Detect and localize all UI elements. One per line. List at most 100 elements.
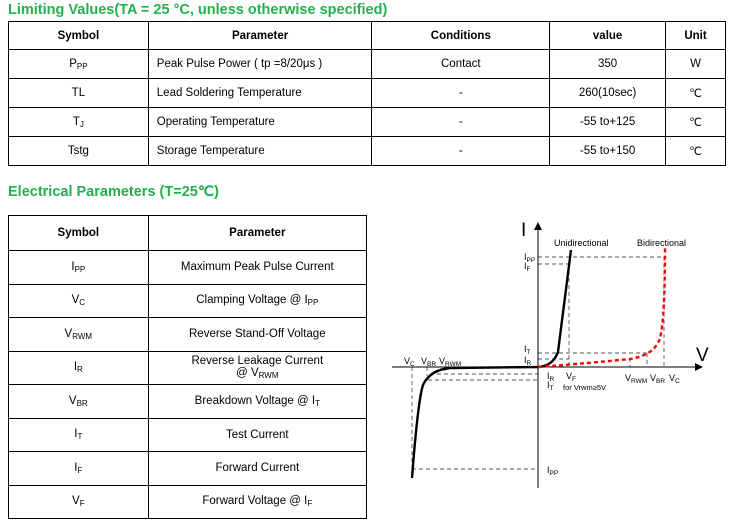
vrwm-note: for Vrwm≥5V [563, 383, 606, 392]
conditions-cell: - [371, 107, 551, 137]
bidirectional-label: Bidirectional [637, 238, 686, 248]
table-row: VRWM Reverse Stand-Off Voltage [8, 317, 368, 352]
header-symbol: Symbol [8, 21, 149, 50]
unidirectional-label: Unidirectional [554, 238, 609, 248]
symbol-cell: TJ [8, 107, 149, 137]
it-left-label: IT [524, 344, 531, 356]
symbol-subscript: R [77, 365, 83, 375]
parameter-cell: Clamping Voltage @ IPP [147, 283, 368, 318]
symbol-main: V [71, 294, 80, 307]
unit-cell: W [665, 49, 726, 79]
header-symbol: Symbol [8, 215, 149, 251]
table-row: IPP Maximum Peak Pulse Current [8, 250, 368, 285]
vrwm-left-label: VRWM [439, 356, 461, 368]
symbol-main: I [73, 361, 78, 374]
symbol-cell: IPP [8, 250, 149, 285]
symbol-main: Tstg [67, 145, 89, 157]
symbol-subscript: PP [76, 61, 88, 71]
electrical-parameters-table: Symbol Parameter IPP Maximum Peak Pulse C… [8, 215, 368, 519]
parameter-text: Breakdown Voltage @ [194, 394, 312, 407]
symbol-cell: VC [8, 283, 149, 318]
table-header-row: Symbol Parameter [8, 215, 368, 251]
symbol-subscript: J [79, 119, 84, 129]
axis-v-label: V [696, 345, 709, 366]
vrwm-right-label: VRWM [625, 373, 647, 385]
conditions-cell: - [371, 136, 551, 166]
symbol-cell: IF [8, 451, 149, 486]
table-row: IR Reverse Leakage Current @ VRWM [8, 350, 368, 385]
symbol-cell: TL [8, 78, 149, 108]
unit-cell: ℃ [665, 136, 726, 166]
vc-left-label: VC [404, 356, 415, 368]
symbol-cell: VRWM [8, 317, 149, 352]
parameter-text: Forward Voltage @ [202, 495, 305, 508]
symbol-main: TL [71, 87, 86, 99]
symbol-main: V [68, 394, 77, 407]
parameter-cell: Peak Pulse Power ( tp =8/20μs ) [147, 49, 373, 79]
limiting-values-title: Limiting Values(TA = 25 °C, unless other… [8, 2, 388, 18]
parameter-symbol: I [311, 394, 316, 407]
table-row: PPP Peak Pulse Power ( tp =8/20μs ) Contac… [8, 49, 726, 79]
parameter-subscript: F [307, 499, 313, 509]
parameter-text: Clamping Voltage @ [196, 294, 305, 307]
symbol-subscript: PP [74, 264, 86, 274]
table-row: VC Clamping Voltage @ IPP [8, 283, 368, 318]
parameter-text: Reverse Leakage Current [191, 355, 324, 368]
vf-label: VF [566, 371, 576, 383]
parameter-cell: Lead Soldering Temperature [147, 78, 373, 108]
table-row: TL Lead Soldering Temperature -260(10sec) ℃ [8, 78, 726, 108]
value-cell: -55 to+150 [549, 136, 667, 166]
table-row: TJ Operating Temperature - -55 to+125 ℃ [8, 107, 726, 137]
symbol-subscript: F [79, 499, 85, 509]
symbol-subscript: BR [76, 398, 88, 408]
header-parameter: Parameter [147, 21, 373, 50]
value-cell: -55 to+125 [549, 107, 667, 137]
parameter-symbol: V [250, 367, 259, 380]
symbol-subscript: F [77, 465, 83, 475]
table-row: VF Forward Voltage @ IF [8, 484, 368, 519]
ir-right-label: IR [547, 371, 555, 383]
unit-cell: ℃ [665, 107, 726, 137]
symbol-cell: IR [8, 350, 149, 385]
parameter-text-line2: @ [236, 367, 251, 380]
conditions-cell: - [371, 78, 551, 108]
parameter-cell: Breakdown Voltage @ IT [147, 384, 368, 419]
symbol-subscript: C [79, 298, 86, 308]
header-value: value [549, 21, 667, 50]
parameter-symbol: I [304, 294, 308, 307]
parameter-text: Forward Current [215, 462, 300, 475]
parameter-cell: Test Current [147, 417, 368, 452]
symbol-main: I [71, 260, 75, 273]
conditions-cell: Contact [371, 49, 551, 79]
table-row: VBR Breakdown Voltage @ IT [8, 384, 368, 419]
vc-right-label: VC [669, 373, 680, 385]
limiting-values-table: Symbol Parameter Conditions value Unit P… [8, 21, 726, 166]
symbol-main: I [74, 428, 78, 441]
electrical-parameters-title: Electrical Parameters (T=25℃) [8, 184, 219, 200]
unit-cell: ℃ [665, 78, 726, 108]
table-row: Tstg Storage Temperature - -55 to+150 ℃ [8, 136, 726, 166]
parameter-subscript: T [315, 398, 320, 408]
symbol-cell: Tstg [8, 136, 149, 166]
parameter-cell: Forward Current [147, 451, 368, 486]
symbol-cell: IT [8, 417, 149, 452]
symbol-subscript: RWM [72, 331, 93, 341]
vbr-right-label: VBR [650, 373, 665, 385]
table-row: IT Test Current [8, 417, 368, 452]
parameter-subscript: PP [307, 298, 319, 308]
table-row: IF Forward Current [8, 451, 368, 486]
parameter-text: Maximum Peak Pulse Current [180, 261, 334, 274]
parameter-subscript: RWM [258, 371, 279, 381]
symbol-main: V [64, 327, 73, 340]
axis-i-label: I [521, 220, 526, 241]
parameter-cell: Operating Temperature [147, 107, 373, 137]
parameter-text: Reverse Stand-Off Voltage [189, 328, 326, 341]
symbol-main: P [69, 57, 77, 70]
parameter-cell: Forward Voltage @ IF [147, 484, 368, 519]
if-label: IF [524, 261, 531, 273]
parameter-cell: Maximum Peak Pulse Current [147, 250, 368, 285]
parameter-cell: Storage Temperature [147, 136, 373, 166]
vbr-left-label: VBR [421, 356, 436, 368]
parameter-text: Test Current [225, 428, 289, 441]
header-unit: Unit [665, 21, 726, 50]
